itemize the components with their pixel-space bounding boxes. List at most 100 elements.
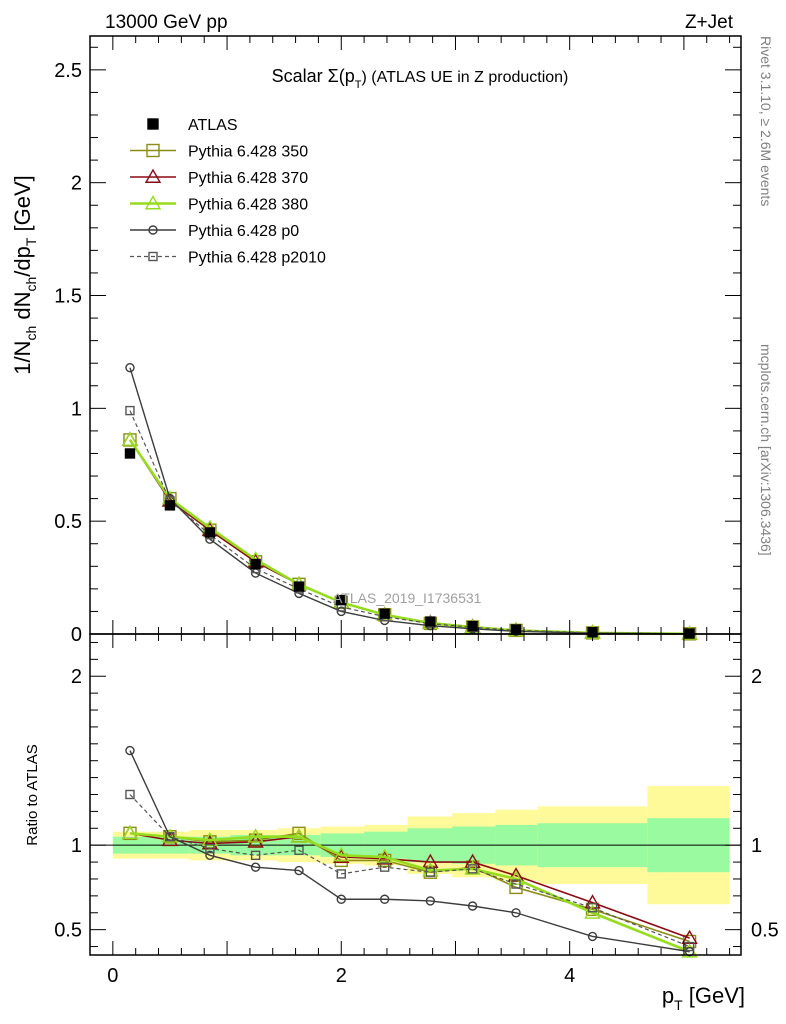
legend-label: Pythia 6.428 380 [188, 197, 308, 214]
ratio-series-point [425, 896, 436, 906]
header-left-label: 13000 GeV pp [105, 12, 228, 33]
atlas-data-point [164, 500, 176, 511]
ratio-series-point [423, 865, 438, 879]
chart-title: Scalar Σ(pT) (ATLAS UE in Z production) [272, 66, 569, 91]
ratio-series-point [125, 789, 135, 800]
chart-title-post: ) (ATLAS UE in Z production) [362, 69, 569, 86]
main-series-line [129, 410, 690, 635]
legend-marker [146, 143, 160, 158]
ratio-y-tick-label: 1 [71, 835, 82, 857]
ratio-series-point [292, 826, 306, 841]
y-tick-label: 2.5 [54, 60, 82, 82]
legend-marker [144, 195, 162, 210]
ratio-series-point [290, 828, 308, 843]
atlas-data-point [293, 581, 305, 592]
ratio-series-point [584, 894, 601, 909]
y-tick-label: 2 [71, 173, 82, 195]
ratio-series-point [125, 745, 135, 756]
ratio-y-axis-label: Ratio to ATLAS [24, 744, 41, 845]
x-tick-label: 0 [107, 965, 118, 987]
legend-marker [144, 168, 162, 183]
main-series-point [125, 405, 135, 416]
atlas-data-point [204, 527, 216, 538]
ratio-series-point [425, 867, 436, 877]
x-tick-label: 2 [336, 965, 347, 987]
chart-title-pre: Scalar Σ(p [272, 66, 355, 86]
y-tick-label: 0.5 [54, 511, 82, 533]
atlas-data-point [250, 558, 261, 570]
ratio-series-point [467, 901, 478, 911]
y-tick-label: 0 [71, 624, 82, 646]
ratio-series-line [129, 794, 690, 948]
ratio-series-point [250, 862, 261, 872]
main-series-point [121, 431, 139, 446]
ratio-series-point [201, 831, 219, 847]
ratio-series-point [587, 931, 598, 942]
ratio-series-group [121, 745, 698, 958]
atlas-data-point [336, 594, 347, 606]
atlas-data-point [379, 608, 390, 619]
legend-label: Pythia 6.428 p0 [188, 223, 299, 240]
mcplots-side-label: mcplots.cern.ch [arXiv:1306.3436] [758, 344, 774, 556]
legend-label: Pythia 6.428 370 [188, 170, 308, 187]
ratio-series-point [336, 869, 346, 879]
legend-marker [147, 118, 159, 130]
ratio-series-point [511, 908, 521, 918]
y-tick-label: 1.5 [54, 286, 82, 308]
ratio-series-point [422, 853, 439, 869]
rivet-side-label: Rivet 3.1.10, ≥ 2.6M events [758, 36, 774, 206]
ratio-series-point [376, 848, 393, 863]
watermark: ATLAS_2019_I1736531 [333, 590, 482, 606]
ratio-y-tick-label: 0.5 [54, 920, 82, 942]
y-tick-label: 1 [71, 398, 82, 420]
ratio-series-line [129, 832, 690, 939]
chart-title-sub: T [355, 79, 362, 91]
legend-label: ATLAS [188, 117, 238, 134]
ratio-y-tick-label-right: 1 [751, 835, 762, 857]
ratio-series-point [247, 828, 264, 843]
ratio-series-point [336, 894, 346, 904]
ratio-series-point [333, 846, 350, 862]
ratio-series-point [587, 902, 598, 913]
main-y-axis-label: 1/Nch dNch/dpT [GeV] [10, 175, 39, 375]
atlas-data-point [124, 448, 136, 459]
ratio-series-point [205, 850, 215, 861]
legend-marker [148, 251, 158, 262]
atlas-data-point [467, 620, 478, 632]
ratio-series-point [121, 824, 139, 840]
ratio-plot-frame [89, 633, 742, 956]
axis-ticks: 0 2 4 0 0.5 1 1.5 2 2.5 0.5 0.5 1 1 2 2 [54, 36, 779, 987]
ratio-series-point [379, 894, 390, 904]
ratio-series-point [247, 833, 264, 848]
x-axis-label: pT [GeV] [662, 983, 745, 1013]
ratio-y-tick-label-right: 2 [751, 666, 762, 688]
ratio-series-point [294, 845, 304, 855]
header-right-label: Z+Jet [685, 12, 734, 33]
main-series-line [129, 367, 690, 635]
ratio-series-point [681, 929, 698, 945]
ratio-series-point [250, 850, 261, 861]
legend-label: Pythia 6.428 p2010 [188, 250, 326, 267]
main-series-point [125, 363, 135, 373]
atlas-data-point [510, 624, 522, 635]
ratio-y-tick-label: 2 [71, 666, 82, 688]
ratio-series-point [294, 865, 304, 876]
legend: ATLAS Pythia 6.428 350 Pythia 6.428 370 Pyt… [130, 117, 326, 267]
ratio-series-line [129, 832, 691, 953]
ratio-series-point [684, 941, 695, 952]
legend-label: Pythia 6.428 350 [188, 144, 308, 161]
ratio-series-point [165, 832, 175, 842]
main-series-point [121, 431, 139, 446]
legend-marker [148, 225, 158, 235]
x-tick-label: 4 [564, 965, 575, 987]
atlas-data-point [425, 616, 436, 627]
ratio-series-point [511, 879, 521, 889]
ratio-series-point [379, 862, 390, 872]
ratio-series-point [507, 867, 525, 882]
ratio-series-point [464, 853, 481, 869]
ratio-series-point [467, 864, 478, 874]
main-series-group [121, 363, 698, 641]
ratio-series-line [129, 750, 690, 953]
ratio-y-tick-label-right: 0.5 [751, 920, 779, 942]
